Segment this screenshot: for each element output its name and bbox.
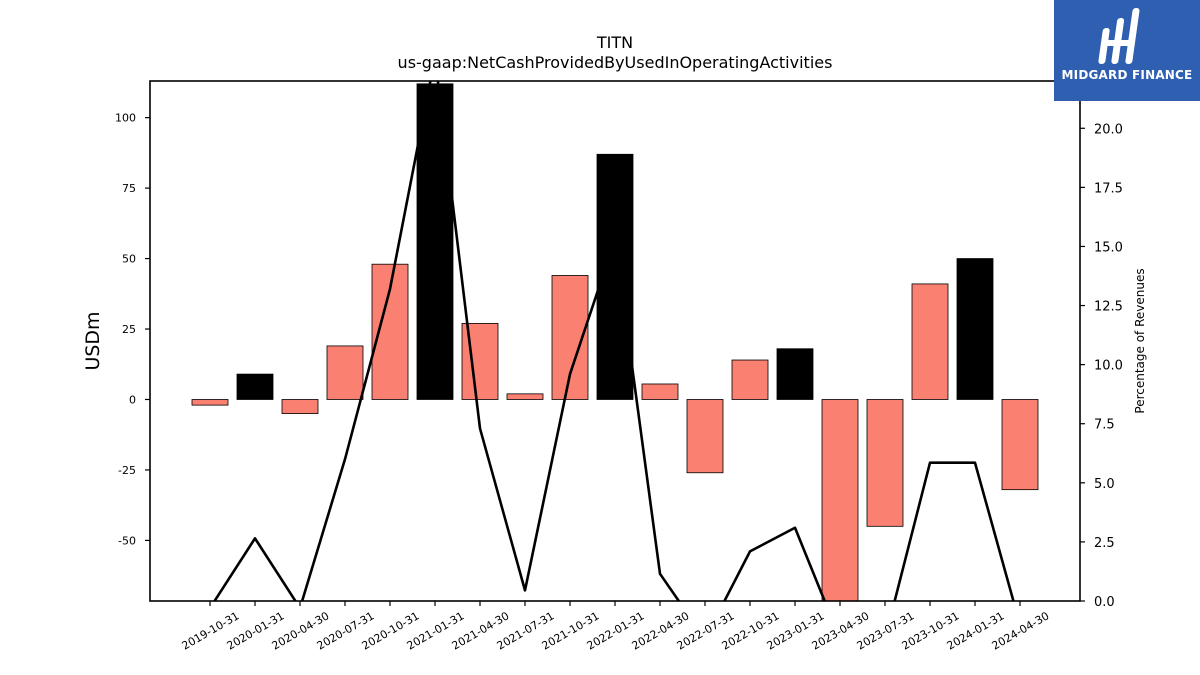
y2-tick-label: 2.5 <box>1094 536 1115 551</box>
bar-2024-04-30 <box>1001 399 1039 491</box>
logo-text: MIDGARD FINANCE <box>1061 68 1193 82</box>
y2-tick-label: 17.5 <box>1094 181 1123 196</box>
y2-tick-label: 5.0 <box>1094 477 1115 492</box>
bar-2022-10-31 <box>731 359 769 400</box>
y-tick-label: 50 <box>122 253 136 266</box>
y2-tick-label: 15.0 <box>1094 240 1123 255</box>
y2-tick-label: 0.0 <box>1094 595 1115 610</box>
y2-tick-label: 12.5 <box>1094 300 1123 315</box>
y-tick-label: 0 <box>129 393 136 406</box>
logo-mark-icon <box>1098 8 1140 64</box>
y2-tick-label: 10.0 <box>1094 359 1123 374</box>
y-tick-label: 100 <box>115 112 136 125</box>
y2-tick-label: 7.5 <box>1094 418 1115 433</box>
bar-2023-01-31 <box>776 348 814 400</box>
y-tick-label: 25 <box>122 323 136 336</box>
bar-2020-04-30 <box>281 399 319 414</box>
bar-2023-07-31 <box>866 399 904 527</box>
bar-2021-01-31 <box>416 83 454 400</box>
bar-2021-07-31 <box>506 393 544 400</box>
plot-area <box>191 81 1039 601</box>
y2-tick-label: 20.0 <box>1094 122 1123 137</box>
bar-2023-10-31 <box>911 283 949 400</box>
y-tick-label: -50 <box>118 534 136 547</box>
y-tick-label: 75 <box>122 182 136 195</box>
bar-2020-01-31 <box>236 373 274 400</box>
midgard-finance-logo: MIDGARD FINANCE <box>1054 0 1200 101</box>
y-tick-label: -25 <box>118 464 136 477</box>
y-axis-label: USDm <box>82 311 104 370</box>
bar-2019-10-31 <box>191 399 229 406</box>
percentage-line <box>213 81 1015 601</box>
bar-2022-04-30 <box>641 383 679 400</box>
bar-2023-04-30 <box>821 399 859 601</box>
chart-title: TITN <box>596 33 633 52</box>
bar-2022-07-31 <box>686 399 724 474</box>
chart-subtitle: us-gaap:NetCashProvidedByUsedInOperating… <box>398 53 833 72</box>
bar-2024-01-31 <box>956 258 994 400</box>
y2-axis-label: Percentage of Revenues <box>1133 268 1147 413</box>
bar-2020-07-31 <box>326 345 364 400</box>
